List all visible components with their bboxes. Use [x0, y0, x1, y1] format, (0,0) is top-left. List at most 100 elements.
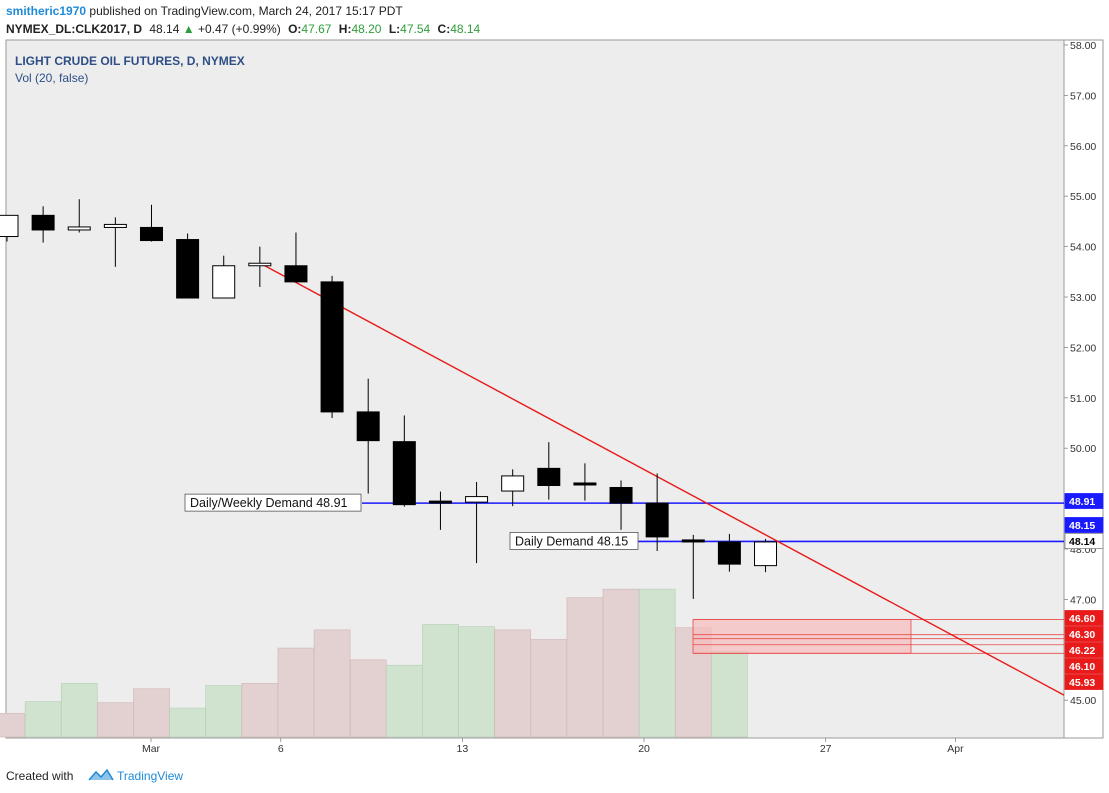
x-tick-label: 27 [820, 743, 832, 755]
volume-bar [277, 647, 315, 738]
y-tick-label: 52.00 [1070, 342, 1096, 354]
open-value: 47.67 [301, 22, 332, 36]
line-label-text: Daily Demand 48.15 [515, 534, 628, 548]
volume-bar [241, 683, 279, 738]
close-value: 48.14 [450, 22, 481, 36]
volume-bar [494, 629, 531, 738]
volume-bars [0, 588, 748, 738]
candle-body [176, 239, 200, 299]
y-tick-label: 47.00 [1070, 594, 1096, 606]
ohlc-line: NYMEX_DL:CLK2017, D 48.14 ▲ +0.47 (+0.99… [6, 22, 480, 36]
y-axis: 45.0047.0048.0049.0050.0051.0052.0053.00… [1064, 40, 1096, 707]
volume-bar [458, 626, 495, 738]
candle-body [356, 411, 380, 442]
price-badges: 48.91 48.15 48.14 46.60 46.30 46.22 46.10 45.93 [1064, 493, 1104, 690]
candle-body [717, 541, 741, 565]
price-badge-label: 46.60 [1069, 613, 1095, 625]
candle-body [537, 467, 561, 486]
horizontal-lines [362, 502, 1064, 543]
candles [0, 199, 778, 599]
line-labels: Daily/Weekly Demand 48.91 Daily Demand 48… [184, 493, 639, 550]
volume-bar [133, 688, 170, 738]
high-label: H: [338, 22, 352, 36]
candle-body [754, 541, 778, 567]
price-badge [1064, 642, 1104, 658]
last-price: 48.14 [149, 22, 180, 36]
candle-body [320, 281, 344, 413]
demand-zone [692, 619, 1064, 654]
publish-line: smitheric1970 published on TradingView.c… [6, 4, 403, 18]
chart-header: smitheric1970 published on TradingView.c… [0, 0, 1109, 40]
price-badge-label: 48.15 [1069, 520, 1095, 532]
line-label-box [509, 532, 639, 550]
candle-body [465, 496, 489, 503]
candle-body [428, 500, 452, 504]
y-tick-label: 53.00 [1070, 292, 1096, 304]
candle-body [573, 482, 597, 486]
price-badge [1064, 493, 1104, 509]
line-label-text: Daily/Weekly Demand 48.91 [190, 496, 348, 510]
high-value: 48.20 [351, 22, 382, 36]
created-with-text: Created with [6, 769, 74, 783]
x-tick-label: 20 [638, 743, 650, 755]
price-badge-label: 45.93 [1069, 677, 1095, 689]
author-link[interactable]: smitheric1970 [6, 4, 87, 18]
volume-bar [0, 713, 26, 738]
y-tick-label: 51.00 [1070, 393, 1096, 405]
price-change: +0.47 (+0.99%) [197, 22, 281, 36]
y-tick-label: 45.00 [1070, 695, 1096, 707]
volume-bar [711, 650, 748, 738]
price-badge-label: 48.14 [1069, 536, 1095, 548]
chart-title: LIGHT CRUDE OIL FUTURES, D, NYMEX [15, 54, 245, 68]
price-badge [1064, 517, 1104, 533]
price-badge-label: 46.22 [1069, 645, 1095, 657]
candle-body [609, 487, 633, 504]
y-tick-label: 57.00 [1070, 90, 1096, 102]
price-badge [1064, 610, 1104, 626]
price-badge [1064, 626, 1104, 642]
volume-bar [386, 664, 423, 738]
candle-body [212, 265, 236, 299]
price-badge-label: 48.91 [1069, 496, 1095, 508]
x-tick-label: 6 [278, 743, 284, 755]
close-label: C: [437, 22, 451, 36]
price-badge [1064, 674, 1104, 690]
volume-bar [422, 624, 459, 738]
volume-bar [349, 659, 387, 738]
y-tick-label: 56.00 [1070, 141, 1096, 153]
volume-bar [205, 685, 243, 738]
footer: Created with TradingView [0, 762, 1109, 793]
volume-bar [60, 683, 98, 738]
line-label-box [184, 493, 362, 512]
x-axis: Mar 6 13 20 27 Apr [6, 737, 1064, 755]
candle-body [501, 475, 525, 492]
volume-bar [638, 588, 676, 738]
trend-line [261, 263, 1065, 696]
volume-bar [566, 597, 604, 738]
candle-body [681, 539, 705, 543]
candle-body [645, 502, 669, 538]
low-value: 47.54 [400, 22, 431, 36]
publish-info: published on TradingView.com, March 24, … [89, 4, 403, 18]
tradingview-logo-icon [88, 768, 114, 781]
low-label: L: [388, 22, 401, 36]
volume-bar [313, 629, 351, 738]
volume-bar [602, 588, 640, 738]
indicator-label: Vol (20, false) [15, 71, 88, 85]
volume-bar [530, 639, 568, 738]
price-badge-label: 46.10 [1069, 661, 1095, 673]
trend-line-layer [261, 263, 1065, 696]
candle-body [139, 226, 163, 242]
candle-body [31, 214, 55, 231]
demand-zone-box [692, 619, 912, 654]
volume-bar [169, 707, 206, 738]
y-tick-label: 58.00 [1070, 40, 1096, 52]
y-tick-label: 50.00 [1070, 443, 1096, 455]
candle-body [392, 441, 416, 506]
price-badge-label: 46.30 [1069, 629, 1095, 641]
candle-body [67, 226, 91, 231]
y-tick-label: 54.00 [1070, 242, 1096, 254]
tradingview-brand-link[interactable]: TradingView [117, 769, 184, 783]
candle-body [248, 262, 272, 267]
